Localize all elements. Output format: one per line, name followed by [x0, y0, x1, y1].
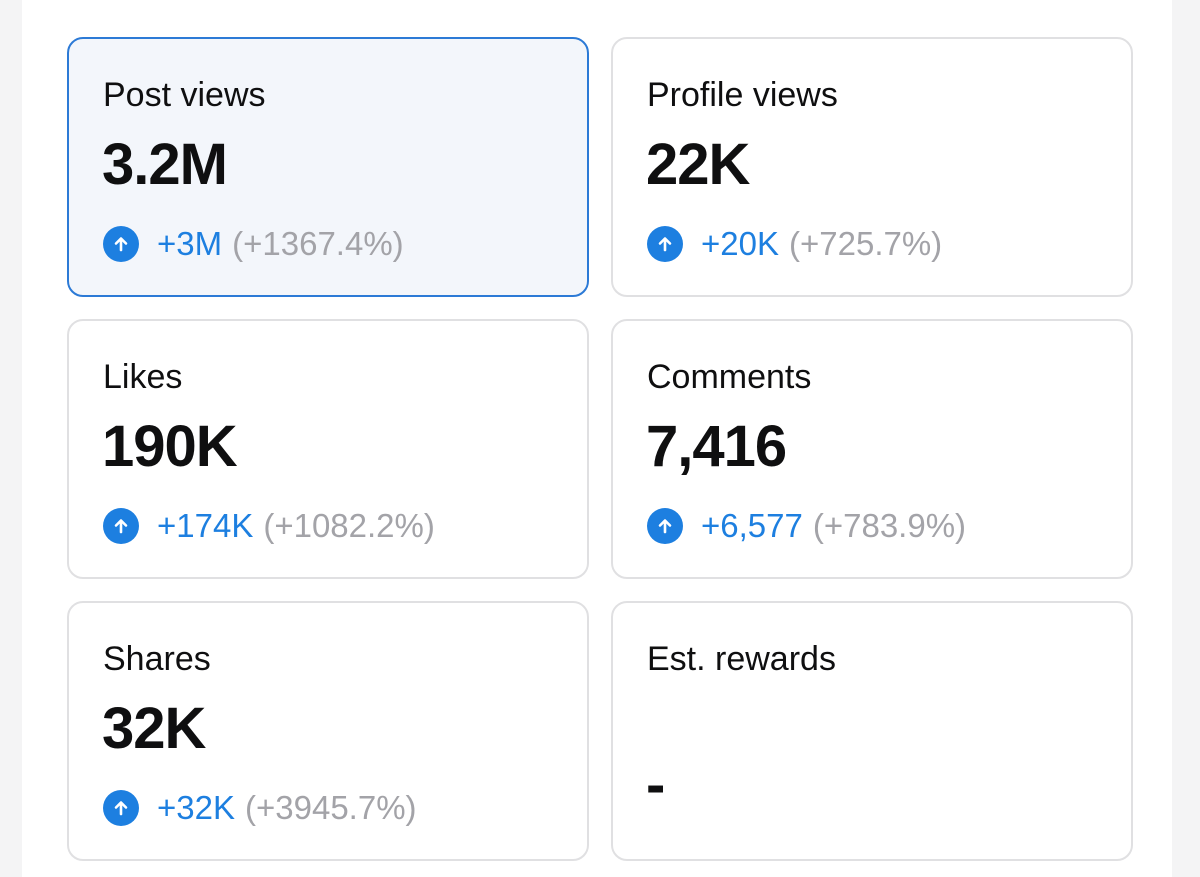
arrow-up-circle-icon: [103, 790, 139, 826]
metric-card-likes[interactable]: Likes 190K +174K (+1082.2%): [67, 319, 589, 579]
metric-label: Likes: [103, 358, 183, 396]
metric-delta: +3M: [157, 225, 223, 262]
metric-label: Post views: [103, 76, 266, 114]
metric-label: Shares: [103, 640, 211, 678]
metric-percent: (+725.7%): [789, 225, 943, 262]
metric-change: +6,577 (+783.9%): [647, 506, 966, 546]
arrow-up-circle-icon: [647, 226, 683, 262]
metric-value: -: [646, 752, 665, 817]
metric-value: 3.2M: [102, 132, 228, 197]
arrow-up-circle-icon: [103, 226, 139, 262]
metric-change: +174K (+1082.2%): [103, 506, 435, 546]
metric-delta: +174K: [157, 507, 254, 544]
metric-card-comments[interactable]: Comments 7,416 +6,577 (+783.9%): [611, 319, 1133, 579]
metric-delta: +20K: [701, 225, 779, 262]
metric-value: 7,416: [646, 414, 787, 479]
arrow-up-circle-icon: [647, 508, 683, 544]
metric-change: +20K (+725.7%): [647, 224, 942, 264]
metric-card-shares[interactable]: Shares 32K +32K (+3945.7%): [67, 601, 589, 861]
metric-value: 32K: [102, 696, 206, 761]
metric-label: Profile views: [647, 76, 838, 114]
metric-value: 22K: [646, 132, 750, 197]
metric-card-est-rewards[interactable]: Est. rewards -: [611, 601, 1133, 861]
metric-label: Est. rewards: [647, 640, 836, 678]
analytics-panel: Post views 3.2M +3M (+1367.4%) Profile v…: [22, 0, 1172, 877]
metric-delta: +6,577: [701, 507, 803, 544]
metric-value: 190K: [102, 414, 238, 479]
metric-change: +32K (+3945.7%): [103, 788, 417, 828]
metric-percent: (+783.9%): [812, 507, 967, 544]
metric-label: Comments: [647, 358, 812, 396]
metric-percent: (+3945.7%): [245, 789, 417, 826]
metric-percent: (+1367.4%): [232, 225, 404, 262]
metric-card-post-views[interactable]: Post views 3.2M +3M (+1367.4%): [67, 37, 589, 297]
metric-delta: +32K: [157, 789, 235, 826]
metric-card-profile-views[interactable]: Profile views 22K +20K (+725.7%): [611, 37, 1133, 297]
arrow-up-circle-icon: [103, 508, 139, 544]
metric-percent: (+1082.2%): [263, 507, 435, 544]
metric-change: +3M (+1367.4%): [103, 224, 404, 264]
metrics-grid: Post views 3.2M +3M (+1367.4%) Profile v…: [67, 37, 1133, 861]
